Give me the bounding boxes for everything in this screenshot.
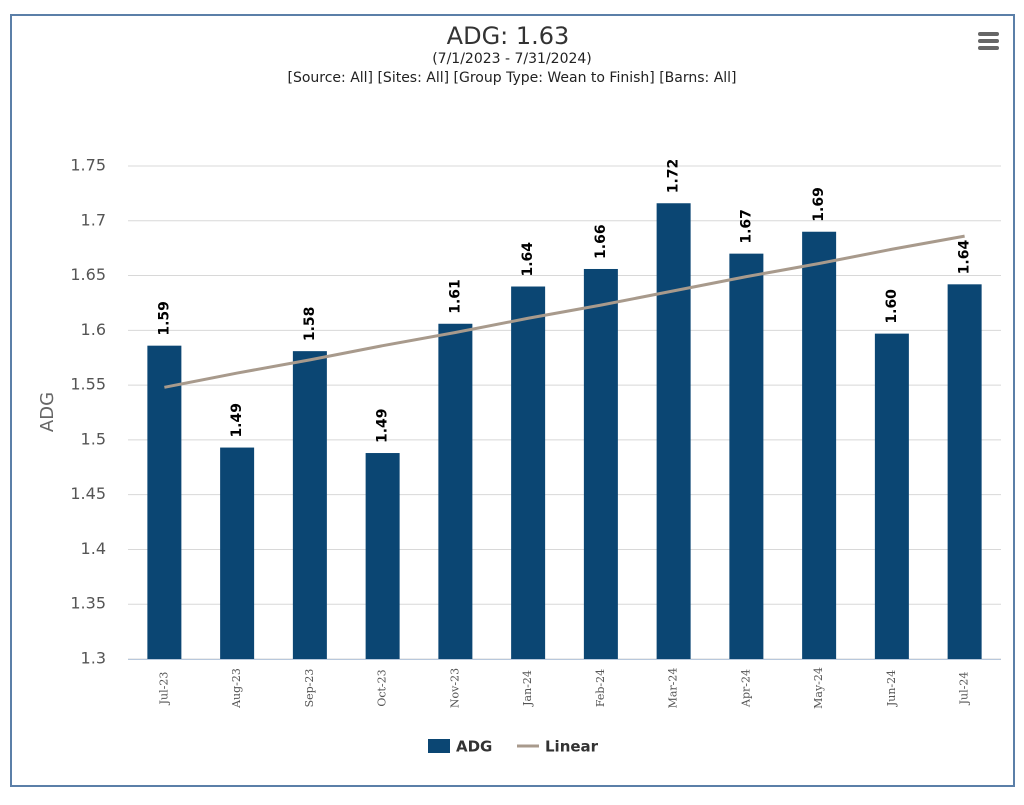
bar (511, 286, 546, 659)
menu-button[interactable] (978, 32, 999, 50)
x-tick-label: Jan-24 (521, 670, 534, 707)
y-tick-label: 1.4 (81, 539, 106, 558)
data-label: 1.58 (302, 307, 318, 342)
bar (583, 268, 618, 659)
bar (947, 284, 982, 659)
chart-subtitle: (7/1/2023 - 7/31/2024) (432, 51, 592, 67)
x-tick-label: Aug-23 (230, 668, 243, 709)
x-tick-label: Sep-23 (303, 669, 316, 708)
data-label: 1.61 (447, 279, 463, 314)
x-tick-label: Apr-24 (739, 669, 752, 708)
data-label: 1.69 (811, 187, 827, 222)
legend-label: ADG (456, 738, 492, 756)
x-tick-label: Jul-24 (958, 672, 971, 706)
y-axis-label: ADG (37, 392, 58, 432)
bar (802, 231, 837, 659)
data-label: 1.72 (666, 159, 682, 194)
y-tick-label: 1.3 (81, 649, 106, 668)
legend-swatch (428, 739, 450, 753)
y-tick-label: 1.65 (70, 265, 106, 284)
data-label: 1.67 (738, 209, 754, 244)
x-tick-label: Oct-23 (376, 669, 389, 706)
y-tick-label: 1.55 (70, 375, 106, 394)
y-tick-label: 1.6 (81, 320, 106, 339)
x-tick-label: Nov-23 (448, 668, 461, 708)
data-label: 1.64 (520, 242, 536, 277)
data-label: 1.49 (375, 408, 391, 443)
bar (365, 453, 400, 659)
bar (729, 253, 764, 659)
y-tick-label: 1.45 (70, 484, 106, 503)
x-tick-label: Feb-24 (594, 669, 607, 707)
data-label: 1.64 (957, 240, 973, 275)
y-tick-label: 1.5 (81, 429, 106, 448)
chart-title: ADG: 1.63 (447, 22, 570, 50)
bar (656, 203, 691, 659)
data-label: 1.49 (229, 403, 245, 438)
x-tick-label: May-24 (812, 667, 825, 709)
data-label: 1.59 (156, 301, 172, 336)
y-tick-label: 1.35 (70, 594, 106, 613)
y-tick-label: 1.75 (70, 156, 106, 175)
x-tick-label: Jun-24 (885, 670, 898, 707)
bar (874, 333, 909, 659)
bar (292, 351, 327, 659)
legend-label: Linear (545, 738, 599, 756)
y-tick-label: 1.7 (81, 210, 106, 229)
data-label: 1.60 (884, 289, 900, 324)
chart-filters: [Source: All] [Sites: All] [Group Type: … (287, 70, 736, 86)
bar (438, 323, 473, 659)
trend-line (164, 234, 965, 389)
x-tick-label: Mar-24 (667, 668, 680, 709)
x-tick-label: Jul-23 (157, 672, 170, 706)
data-label: 1.66 (593, 224, 609, 259)
bar (147, 345, 182, 659)
bar (220, 447, 255, 659)
